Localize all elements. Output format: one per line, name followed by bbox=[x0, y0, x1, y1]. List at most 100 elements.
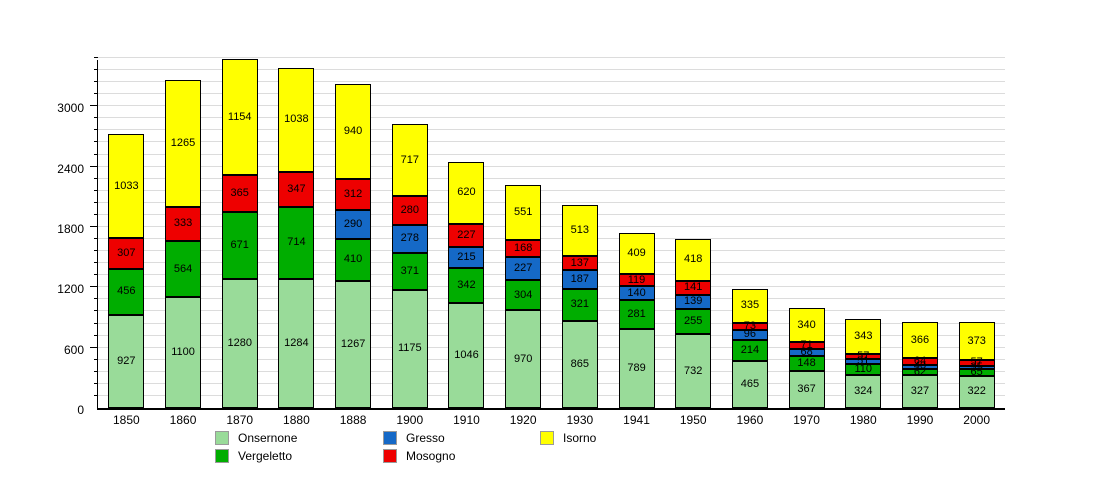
segment-value-label: 321 bbox=[570, 298, 590, 311]
gridline bbox=[98, 298, 1005, 300]
y-tick bbox=[94, 298, 98, 300]
bar-slot-1980: 324 110 51 57 343 1980 bbox=[835, 60, 892, 427]
y-tick bbox=[90, 225, 98, 227]
y-axis-tick-label: 0 bbox=[77, 403, 84, 417]
bar-segment-mosogno: 73 bbox=[731, 320, 768, 331]
bar-segment-isorno: 620 bbox=[448, 161, 485, 224]
stacked-bar-1990: 327 62 40 64 366 bbox=[901, 321, 938, 408]
segment-value-label: 564 bbox=[173, 262, 193, 275]
segment-value-label: 465 bbox=[740, 378, 760, 391]
bar-slot-1950: 732 255 139 141 418 1950 bbox=[665, 60, 722, 427]
stacked-bar-1920: 970 304 227 168 551 bbox=[505, 184, 542, 408]
stacked-bar-1970: 367 148 68 71 340 bbox=[788, 308, 825, 408]
segment-value-label: 64 bbox=[913, 355, 927, 368]
bar-segment-isorno: 717 bbox=[391, 124, 428, 197]
legend-label: Gresso bbox=[406, 431, 445, 445]
bar-segment-isorno: 940 bbox=[335, 84, 372, 179]
gridline bbox=[98, 346, 1005, 348]
bar-slot-1930: 865 321 187 137 513 1930 bbox=[552, 60, 609, 427]
gridline bbox=[98, 250, 1005, 252]
segment-value-label: 280 bbox=[400, 203, 419, 216]
y-tick bbox=[94, 81, 98, 83]
x-axis-tick-label: 1930 bbox=[566, 413, 594, 427]
y-tick bbox=[94, 69, 98, 71]
legend-column: Gresso Mosogno bbox=[383, 429, 455, 465]
bar-slot-1960: 465 214 96 73 335 1960 bbox=[722, 60, 779, 427]
legend-item-vergeletto: Vergeletto bbox=[215, 447, 297, 465]
bar-segment-mosogno: 333 bbox=[165, 207, 202, 241]
bar-segment-mosogno: 312 bbox=[335, 178, 372, 211]
segment-value-label: 255 bbox=[684, 315, 703, 328]
gridline bbox=[98, 310, 1005, 312]
bar-segment-onsernone: 1046 bbox=[448, 302, 485, 408]
segment-value-label: 620 bbox=[457, 186, 476, 199]
bar-segment-isorno: 1265 bbox=[165, 79, 202, 208]
legend-label: Isorno bbox=[563, 431, 597, 445]
y-tick bbox=[94, 322, 98, 324]
segment-value-label: 1038 bbox=[284, 113, 309, 126]
stacked-bar-1850: 927 456 307 1033 bbox=[108, 134, 145, 408]
segment-value-label: 367 bbox=[797, 383, 816, 396]
bar-segment-onsernone: 865 bbox=[561, 321, 598, 408]
y-tick bbox=[90, 165, 98, 167]
bar-segment-gresso: 278 bbox=[391, 224, 428, 253]
legend-swatch-icon bbox=[383, 449, 397, 463]
x-axis-tick-label: 2000 bbox=[963, 413, 990, 427]
bars: 927 456 307 1033 1850 1100 564 333 1265 1860 1280 6… bbox=[98, 59, 1005, 427]
bar-segment-mosogno: 365 bbox=[221, 175, 258, 212]
bar-segment-mosogno: 307 bbox=[108, 238, 145, 269]
segment-value-label: 347 bbox=[287, 183, 306, 196]
x-axis-tick-label: 1970 bbox=[793, 413, 820, 427]
y-tick bbox=[94, 274, 98, 276]
bar-segment-vergeletto: 564 bbox=[165, 240, 202, 298]
bar-segment-vergeletto: 714 bbox=[278, 207, 315, 279]
segment-value-label: 789 bbox=[627, 361, 646, 374]
y-tick bbox=[94, 141, 98, 143]
segment-value-label: 227 bbox=[513, 261, 533, 274]
bar-slot-1900: 1175 371 278 280 717 1900 bbox=[381, 60, 438, 427]
segment-value-label: 1175 bbox=[397, 342, 422, 355]
bar-segment-isorno: 1038 bbox=[278, 67, 315, 173]
segment-value-label: 96 bbox=[743, 328, 757, 341]
segment-value-label: 307 bbox=[117, 246, 136, 259]
bar-segment-vergeletto: 456 bbox=[108, 268, 145, 315]
gridline bbox=[98, 141, 1005, 143]
segment-value-label: 40 bbox=[913, 360, 927, 373]
gridline bbox=[98, 358, 1005, 360]
y-tick bbox=[94, 382, 98, 384]
segment-value-label: 343 bbox=[854, 329, 873, 342]
y-tick bbox=[94, 358, 98, 360]
gridline bbox=[98, 238, 1005, 240]
segment-value-label: 187 bbox=[570, 272, 590, 285]
bar-segment-vergeletto: 671 bbox=[221, 211, 258, 280]
bar-segment-mosogno: 141 bbox=[675, 280, 712, 295]
legend-item-isorno: Isorno bbox=[540, 429, 596, 447]
plot-area: 927 456 307 1033 1850 1100 564 333 1265 1860 1280 6… bbox=[90, 57, 1005, 427]
bar-segment-mosogno: 57 bbox=[958, 356, 995, 369]
y-tick bbox=[94, 129, 98, 131]
stacked-bar-1950: 732 255 139 141 418 bbox=[675, 238, 712, 408]
bar-slot-1880: 1284 714 347 1038 1880 bbox=[268, 60, 325, 427]
bar-segment-isorno: 513 bbox=[561, 204, 598, 257]
segment-value-label: 322 bbox=[967, 385, 986, 398]
segment-value-label: 340 bbox=[797, 318, 816, 331]
bar-slot-1888: 1267 410 290 312 940 1888 bbox=[325, 60, 382, 427]
stacked-bar-1888: 1267 410 290 312 940 bbox=[335, 84, 372, 408]
segment-value-label: 1100 bbox=[171, 346, 195, 359]
gridline bbox=[98, 286, 1005, 288]
bar-segment-isorno: 335 bbox=[731, 289, 768, 323]
segment-value-label: 290 bbox=[343, 218, 363, 231]
segment-value-label: 732 bbox=[684, 364, 703, 377]
bar-segment-onsernone: 927 bbox=[108, 314, 145, 408]
bar-segment-vergeletto: 110 bbox=[845, 364, 882, 376]
bar-segment-isorno: 1154 bbox=[221, 59, 258, 176]
bar-segment-vergeletto: 65 bbox=[958, 365, 995, 378]
bar-segment-vergeletto: 148 bbox=[788, 356, 825, 372]
segment-value-label: 215 bbox=[457, 251, 476, 264]
segment-value-label: 714 bbox=[287, 236, 306, 249]
segment-value-label: 57 bbox=[970, 356, 983, 369]
segment-value-label: 65 bbox=[970, 365, 983, 378]
segment-value-label: 119 bbox=[627, 273, 646, 286]
bar-segment-mosogno: 227 bbox=[448, 223, 485, 247]
y-tick bbox=[94, 262, 98, 264]
